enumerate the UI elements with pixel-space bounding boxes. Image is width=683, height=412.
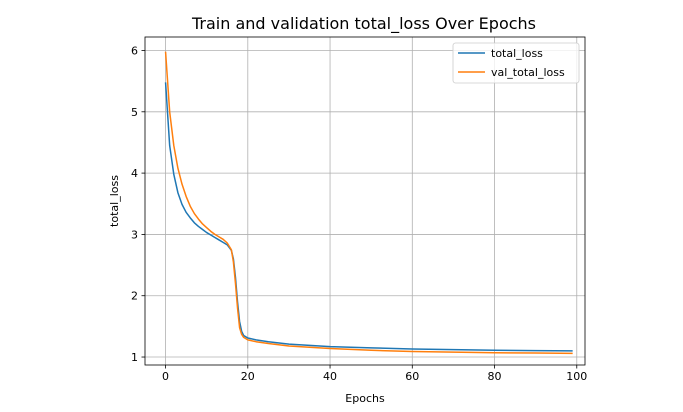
x-tick-label: 60 xyxy=(405,370,419,383)
x-axis-label: Epochs xyxy=(345,392,385,405)
plot-frame xyxy=(144,36,586,366)
ticks: 0 20 40 60 80 100 1 2 3 4 5 6 xyxy=(131,44,587,383)
x-tick-label: 100 xyxy=(566,370,587,383)
series-lines xyxy=(164,51,573,355)
legend-label: total_loss xyxy=(491,47,543,60)
legend-label: val_total_loss xyxy=(491,66,565,79)
x-tick-label: 20 xyxy=(241,370,255,383)
y-tick-label: 1 xyxy=(131,351,138,364)
x-tick-label: 80 xyxy=(488,370,502,383)
y-axis-label: total_loss xyxy=(108,175,121,227)
x-tick-label: 40 xyxy=(323,370,337,383)
series-line-total-loss xyxy=(164,82,573,352)
chart-title: Train and validation total_loss Over Epo… xyxy=(191,14,536,34)
grid xyxy=(145,37,585,365)
y-tick-label: 6 xyxy=(131,44,138,57)
y-tick-label: 3 xyxy=(131,228,138,241)
y-tick-label: 5 xyxy=(131,106,138,119)
y-tick-label: 4 xyxy=(131,167,138,180)
series-line-val-total-loss xyxy=(164,51,573,355)
legend: total_loss val_total_loss xyxy=(452,42,580,84)
x-tick-label: 0 xyxy=(162,370,169,383)
y-tick-label: 2 xyxy=(131,290,138,303)
